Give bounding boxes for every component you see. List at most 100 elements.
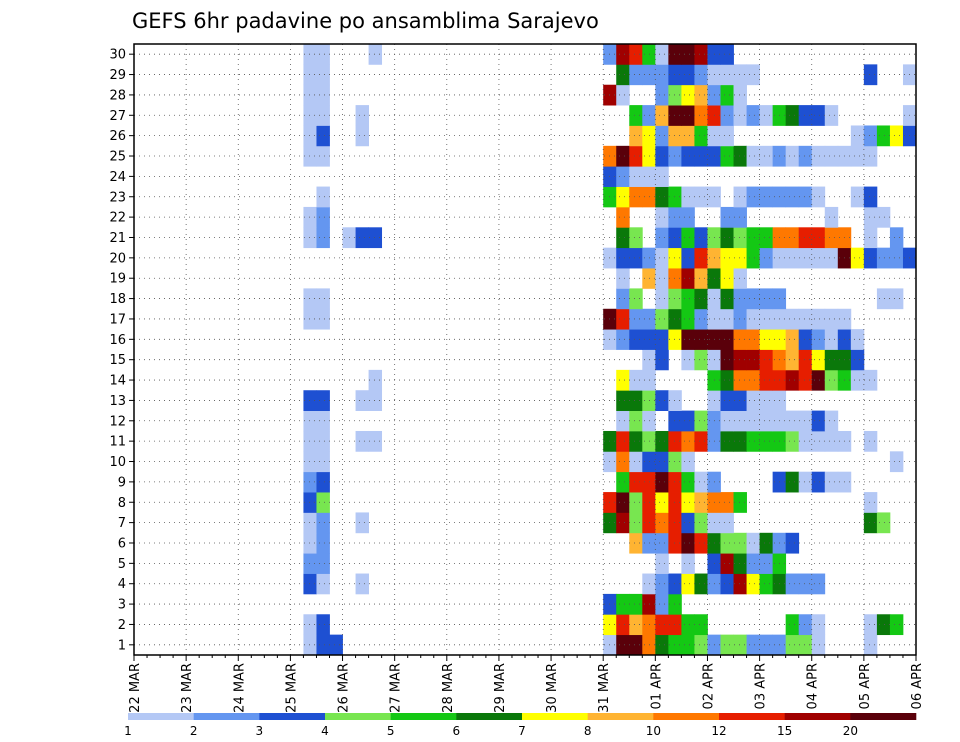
heatmap-cell	[863, 369, 878, 391]
heatmap-cell	[681, 64, 695, 86]
heatmap-cell	[733, 634, 747, 656]
heatmap-cell	[681, 634, 695, 656]
heatmap-cell	[668, 593, 682, 615]
heatmap-cell	[316, 145, 330, 167]
heatmap-cell	[811, 247, 826, 269]
heatmap-cell	[798, 573, 813, 595]
heatmap-cell	[616, 227, 630, 249]
heatmap-cell	[863, 512, 878, 534]
heatmap-cell	[798, 145, 813, 167]
heatmap-cell	[668, 430, 682, 452]
heatmap-cell	[655, 492, 669, 513]
heatmap-cell	[733, 84, 747, 106]
y-tick-label: 20	[109, 251, 126, 266]
heatmap-cell	[668, 532, 682, 554]
colorbar-label: 10	[646, 724, 661, 738]
heatmap-cell	[798, 186, 813, 208]
heatmap-cell	[616, 84, 630, 106]
heatmap-cell	[824, 145, 839, 167]
heatmap-cell	[720, 268, 734, 289]
heatmap-cell	[629, 471, 643, 493]
x-tick-label: 22 MAR	[128, 663, 143, 713]
heatmap-cell	[720, 64, 734, 86]
heatmap-cell	[863, 247, 878, 269]
heatmap-cell	[876, 288, 891, 310]
heatmap-cell	[733, 64, 747, 86]
x-tick-label: 26 MAR	[337, 663, 352, 713]
y-tick-label: 29	[109, 68, 126, 83]
heatmap-cell	[681, 84, 695, 106]
heatmap-cell	[733, 288, 747, 310]
heatmap-cell	[616, 64, 630, 86]
heatmap-cell	[316, 451, 330, 473]
heatmap-cell	[329, 634, 343, 656]
heatmap-cell	[824, 410, 839, 432]
heatmap-cell	[876, 206, 891, 228]
heatmap-cell	[811, 410, 826, 432]
heatmap-cell	[694, 268, 708, 289]
heatmap-cell	[785, 105, 800, 126]
x-tick-label: 04 APR	[806, 663, 821, 709]
heatmap-cell	[850, 349, 865, 371]
heatmap-cell	[616, 492, 630, 513]
heatmap-cell	[733, 410, 747, 432]
heatmap-cell	[876, 512, 891, 534]
heatmap-cell	[759, 186, 774, 208]
heatmap-cell	[759, 410, 774, 432]
heatmap-cell	[733, 492, 747, 513]
heatmap-cell	[720, 308, 734, 330]
colorbar-label: 15	[777, 724, 792, 738]
y-tick-label: 21	[109, 231, 126, 246]
heatmap-cell	[746, 186, 760, 208]
heatmap-cell	[629, 44, 643, 65]
heatmap-cell	[668, 64, 682, 86]
heatmap-cell	[733, 186, 747, 208]
heatmap-cell	[655, 145, 669, 167]
colorbar-swatch	[522, 713, 588, 720]
heatmap-cell	[746, 573, 760, 595]
heatmap-cell	[316, 430, 330, 452]
heatmap-cell	[316, 573, 330, 595]
y-tick-label: 22	[109, 211, 126, 226]
heatmap-cell	[759, 369, 774, 391]
y-axis-ticks: 1234567891011121314151617181920212223242…	[109, 48, 134, 653]
heatmap-cell	[616, 451, 630, 473]
heatmap-cell	[824, 227, 839, 249]
heatmap-cell	[303, 308, 317, 330]
x-axis-ticks: 22 MAR 23 MAR 24 MAR 25 MAR 26 MAR 27 MAR 28 M…	[128, 655, 925, 713]
heatmap-cell	[668, 227, 682, 249]
heatmap-cell	[798, 634, 813, 656]
x-tick-label: 06 APR	[910, 663, 925, 709]
heatmap-cell	[316, 553, 330, 574]
heatmap-cell	[681, 512, 695, 534]
heatmap-cell	[655, 614, 669, 636]
colorbar-label: 8	[584, 724, 592, 738]
heatmap-cell	[694, 64, 708, 86]
heatmap-cell	[655, 512, 669, 534]
heatmap-cell	[850, 369, 865, 391]
heatmap-cell	[798, 349, 813, 371]
heatmap-cell	[694, 410, 708, 432]
heatmap-cell	[303, 410, 317, 432]
heatmap-cell	[694, 84, 708, 106]
heatmap-cell	[681, 451, 695, 473]
heatmap-cell	[316, 105, 330, 126]
heatmap-cell	[616, 390, 630, 411]
heatmap-cell	[694, 532, 708, 554]
chart-title: GEFS 6hr padavine po ansamblima Sarajevo	[132, 9, 599, 33]
colorbar: 1 2 3 4 5 6 7 8 10 12 15 20	[124, 713, 917, 738]
heatmap-cell	[733, 206, 747, 228]
colorbar-label: 4	[321, 724, 329, 738]
heatmap-cell	[368, 227, 383, 249]
heatmap-cell	[681, 206, 695, 228]
heatmap-cell	[746, 64, 760, 86]
heatmap-cell	[863, 227, 878, 249]
y-tick-label: 15	[109, 353, 126, 368]
heatmap-cell	[629, 410, 643, 432]
heatmap-cell	[668, 573, 682, 595]
colorbar-swatch	[587, 713, 654, 720]
heatmap-cell	[681, 471, 695, 493]
heatmap-cell	[655, 105, 669, 126]
heatmap-cell	[889, 614, 904, 636]
heatmap-cell	[811, 369, 826, 391]
